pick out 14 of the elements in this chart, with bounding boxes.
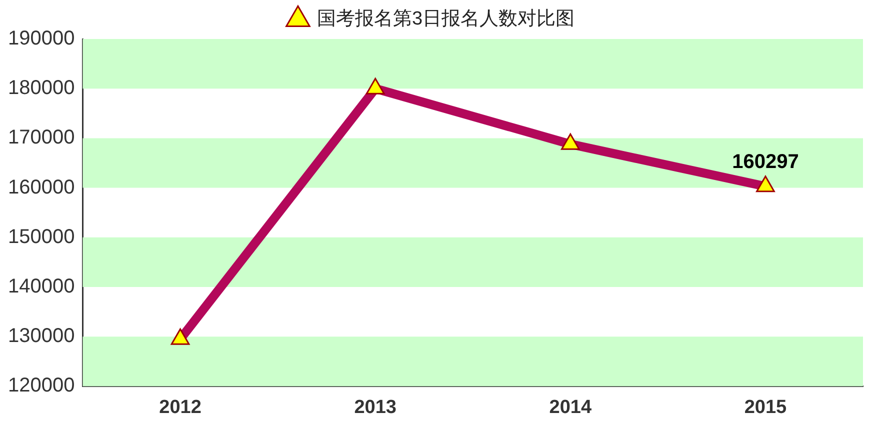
y-tick-label: 130000 xyxy=(8,325,75,348)
y-tick-label: 150000 xyxy=(8,226,75,248)
y-tick-label: 170000 xyxy=(8,126,75,149)
x-tick-label: 2015 xyxy=(744,396,788,418)
y-tick-label: 180000 xyxy=(8,77,75,100)
legend-label: 国考报名第3日报名人数对比图 xyxy=(316,8,575,30)
x-tick-label: 2014 xyxy=(549,396,592,418)
y-tick-label: 120000 xyxy=(8,374,75,397)
x-tick-label: 2013 xyxy=(354,396,396,418)
data-label: 160297 xyxy=(732,150,799,173)
y-tick-label: 190000 xyxy=(8,28,75,50)
x-tick-label: 2012 xyxy=(159,396,202,418)
y-tick-label: 160000 xyxy=(8,176,75,198)
y-tick-label: 140000 xyxy=(8,276,75,298)
